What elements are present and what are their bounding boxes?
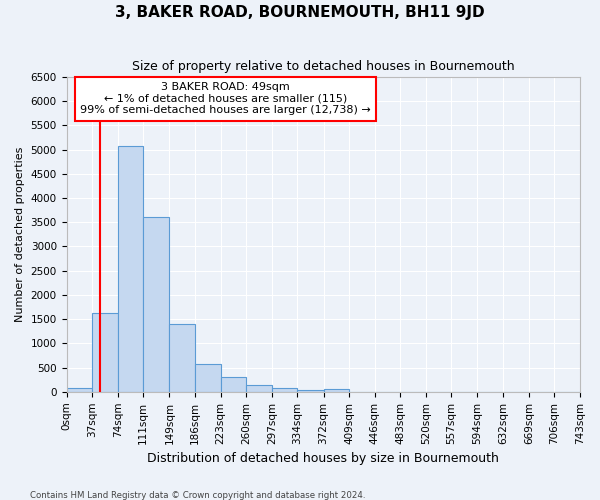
X-axis label: Distribution of detached houses by size in Bournemouth: Distribution of detached houses by size … — [148, 452, 499, 465]
Bar — [298, 390, 323, 392]
Text: Contains HM Land Registry data © Crown copyright and database right 2024.: Contains HM Land Registry data © Crown c… — [30, 490, 365, 500]
Bar — [92, 313, 118, 392]
Bar — [118, 146, 143, 392]
Bar — [169, 324, 195, 392]
Bar — [221, 378, 246, 392]
Text: 3 BAKER ROAD: 49sqm
← 1% of detached houses are smaller (115)
99% of semi-detach: 3 BAKER ROAD: 49sqm ← 1% of detached hou… — [80, 82, 371, 116]
Bar — [272, 388, 298, 392]
Bar — [323, 389, 349, 392]
Y-axis label: Number of detached properties: Number of detached properties — [15, 146, 25, 322]
Bar — [67, 388, 92, 392]
Bar — [143, 218, 169, 392]
Bar — [195, 364, 221, 392]
Title: Size of property relative to detached houses in Bournemouth: Size of property relative to detached ho… — [132, 60, 515, 73]
Bar — [246, 384, 272, 392]
Text: 3, BAKER ROAD, BOURNEMOUTH, BH11 9JD: 3, BAKER ROAD, BOURNEMOUTH, BH11 9JD — [115, 5, 485, 20]
